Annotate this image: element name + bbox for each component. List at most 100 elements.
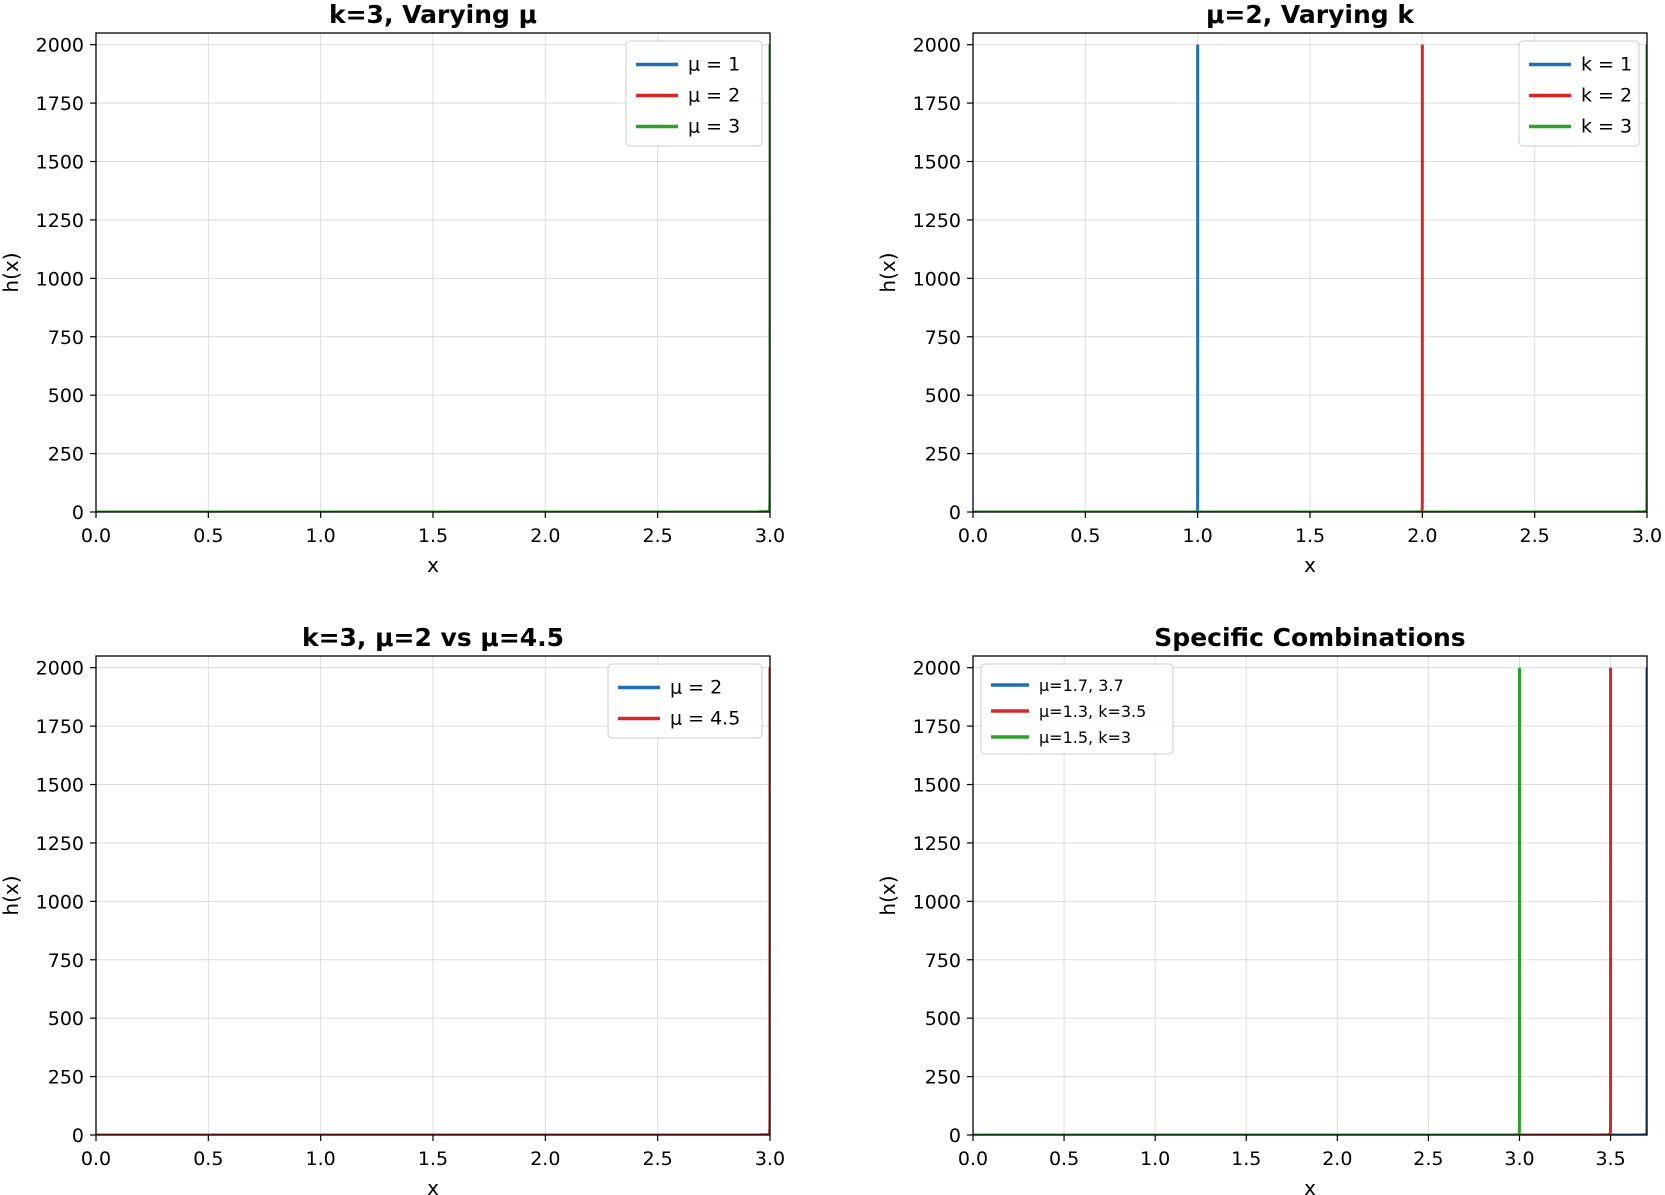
x-tick-label: 1.5 xyxy=(418,1148,448,1170)
y-tick-label: 750 xyxy=(48,327,84,349)
y-tick-label: 1750 xyxy=(36,716,84,738)
chart-title: k=3, Varying μ xyxy=(329,0,537,29)
x-tick-label: 2.5 xyxy=(643,1148,673,1170)
x-tick-label: 1.0 xyxy=(1183,525,1213,547)
legend-label: μ = 2 xyxy=(670,677,722,699)
x-tick-label: 1.0 xyxy=(1140,1148,1170,1170)
legend-label: μ = 3 xyxy=(688,116,740,138)
chart-title: μ=2, Varying k xyxy=(1206,0,1415,29)
x-tick-label: 3.0 xyxy=(755,1148,785,1170)
y-tick-label: 250 xyxy=(48,1067,84,1089)
y-tick-label: 0 xyxy=(949,1125,961,1147)
x-tick-label: 1.0 xyxy=(306,1148,336,1170)
y-tick-label: 750 xyxy=(925,327,961,349)
y-tick-label: 0 xyxy=(72,502,84,524)
x-tick-label: 3.5 xyxy=(1595,1148,1625,1170)
x-tick-label: 1.5 xyxy=(1295,525,1325,547)
y-tick-label: 250 xyxy=(925,444,961,466)
legend-label: k = 3 xyxy=(1581,116,1632,138)
y-tick-label: 0 xyxy=(72,1125,84,1147)
x-tick-label: 2.5 xyxy=(643,525,673,547)
legend: μ=1.7, 3.7 μ=1.3, k=3.5 μ=1.5, k=3 xyxy=(980,663,1174,755)
y-tick-label: 250 xyxy=(48,444,84,466)
chart-panel-2: 0.0 0.5 1.0 1.5 2.0 2.5 3.0 0 250 500 750 1000 1250 1… xyxy=(876,0,1662,577)
chart-panel-1: 0.0 0.5 1.0 1.5 2.0 2.5 3.0 0 250 500 750 1000 1250 1… xyxy=(0,0,785,577)
x-tick-label: 3.0 xyxy=(755,525,785,547)
y-axis-label: h(x) xyxy=(876,875,900,915)
x-tick-label: 0.0 xyxy=(958,525,988,547)
legend: k = 1 k = 2 k = 3 xyxy=(1518,40,1640,147)
y-tick-label: 500 xyxy=(925,1008,961,1030)
y-tick-label: 500 xyxy=(48,1008,84,1030)
x-axis-label: x xyxy=(1304,1176,1316,1195)
y-tick-label: 1000 xyxy=(913,268,961,290)
x-tick-label: 0.5 xyxy=(1049,1148,1079,1170)
x-tick-label: 0.5 xyxy=(193,1148,223,1170)
y-tick-label: 1500 xyxy=(36,775,84,797)
legend: μ = 2 μ = 4.5 xyxy=(607,663,763,739)
chart-title: k=3, μ=2 vs μ=4.5 xyxy=(302,623,564,652)
x-tick-label: 2.0 xyxy=(530,1148,560,1170)
y-tick-label: 1250 xyxy=(913,210,961,232)
x-tick-label: 0.0 xyxy=(958,1148,988,1170)
y-tick-label: 1750 xyxy=(913,716,961,738)
legend: μ = 1 μ = 2 μ = 3 xyxy=(625,40,763,147)
y-tick-label: 1750 xyxy=(36,93,84,115)
x-tick-label: 0.0 xyxy=(81,525,111,547)
legend-box xyxy=(625,40,763,147)
x-tick-label: 2.5 xyxy=(1413,1148,1443,1170)
legend-label: μ = 4.5 xyxy=(670,708,740,730)
y-tick-label: 2000 xyxy=(36,35,84,57)
x-tick-label: 2.0 xyxy=(530,525,560,547)
y-tick-label: 1500 xyxy=(913,775,961,797)
chart-panel-4: 0.0 0.5 1.0 1.5 2.0 2.5 3.0 3.5 0 250 500 750 1000 12… xyxy=(876,623,1648,1195)
legend-label: μ=1.7, 3.7 xyxy=(1039,676,1124,695)
y-tick-label: 2000 xyxy=(36,658,84,680)
chart-title: Specific Combinations xyxy=(1154,623,1465,652)
x-tick-label: 0.5 xyxy=(193,525,223,547)
legend-label: μ=1.5, k=3 xyxy=(1039,728,1131,747)
x-tick-label: 0.0 xyxy=(81,1148,111,1170)
x-axis-label: x xyxy=(427,553,439,577)
y-axis-label: h(x) xyxy=(876,252,900,292)
x-tick-label: 2.0 xyxy=(1322,1148,1352,1170)
x-tick-label: 2.5 xyxy=(1520,525,1550,547)
y-tick-label: 1500 xyxy=(36,152,84,174)
chart-panel-3: 0.0 0.5 1.0 1.5 2.0 2.5 3.0 0 250 500 750 1000 1250 1… xyxy=(0,623,785,1195)
y-tick-label: 1500 xyxy=(913,152,961,174)
y-tick-label: 500 xyxy=(48,385,84,407)
legend-label: μ = 1 xyxy=(688,54,740,76)
y-tick-label: 750 xyxy=(925,950,961,972)
y-tick-label: 1250 xyxy=(36,210,84,232)
legend-label: μ=1.3, k=3.5 xyxy=(1039,702,1146,721)
x-axis-label: x xyxy=(427,1176,439,1195)
y-axis-label: h(x) xyxy=(0,252,23,292)
y-tick-label: 2000 xyxy=(913,35,961,57)
legend-label: k = 2 xyxy=(1581,85,1632,107)
y-tick-label: 1250 xyxy=(36,833,84,855)
y-tick-label: 1750 xyxy=(913,93,961,115)
x-tick-label: 0.5 xyxy=(1070,525,1100,547)
y-tick-label: 1000 xyxy=(36,268,84,290)
legend-label: μ = 2 xyxy=(688,85,740,107)
plot-frame xyxy=(972,655,1648,1136)
y-tick-label: 750 xyxy=(48,950,84,972)
y-axis-label: h(x) xyxy=(0,875,23,915)
x-tick-label: 1.5 xyxy=(1231,1148,1261,1170)
x-tick-label: 2.0 xyxy=(1407,525,1437,547)
y-tick-label: 0 xyxy=(949,502,961,524)
x-tick-label: 1.5 xyxy=(418,525,448,547)
x-tick-label: 3.0 xyxy=(1632,525,1662,547)
x-axis-label: x xyxy=(1304,553,1316,577)
y-tick-label: 250 xyxy=(925,1067,961,1089)
y-tick-label: 1000 xyxy=(36,891,84,913)
y-tick-label: 1000 xyxy=(913,891,961,913)
x-tick-label: 1.0 xyxy=(306,525,336,547)
x-tick-label: 3.0 xyxy=(1504,1148,1534,1170)
legend-label: k = 1 xyxy=(1581,54,1632,76)
legend-box xyxy=(1518,40,1640,147)
y-tick-label: 500 xyxy=(925,385,961,407)
y-tick-label: 1250 xyxy=(913,833,961,855)
y-tick-label: 2000 xyxy=(913,658,961,680)
